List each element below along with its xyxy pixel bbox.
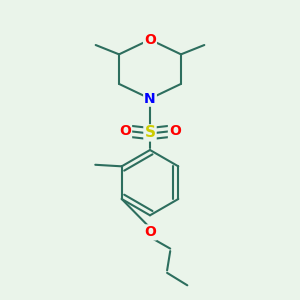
Text: O: O [144, 33, 156, 46]
Text: N: N [144, 92, 156, 106]
Text: O: O [169, 124, 181, 138]
Text: O: O [144, 225, 156, 239]
Text: S: S [145, 125, 155, 140]
Text: O: O [119, 124, 131, 138]
